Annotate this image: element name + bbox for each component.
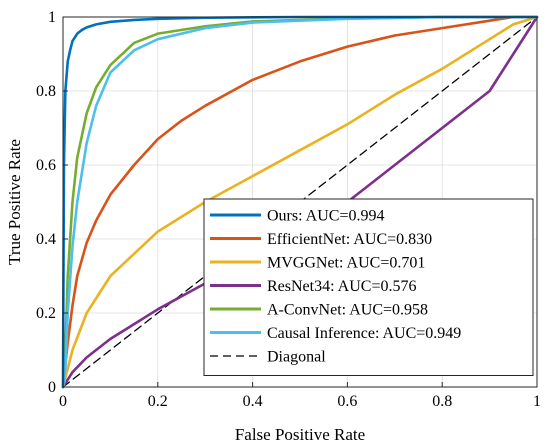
axis-ticks: 0 0.2 0.4 0.6 0.8 1 0 0.2 0.4 0.6 0.8 1 xyxy=(36,9,541,410)
legend: Ours: AUC=0.994 EfficientNet: AUC=0.830 MV… xyxy=(203,198,534,376)
x-tick-label: 0.6 xyxy=(337,393,357,410)
legend-box xyxy=(203,198,534,376)
y-axis-label: True Positive Rate xyxy=(5,139,24,265)
y-tick-label: 0.4 xyxy=(36,231,56,248)
legend-entry: EfficientNet: AUC=0.830 xyxy=(267,231,432,248)
x-tick-label: 0.2 xyxy=(148,393,168,410)
legend-entry: MVGGNet: AUC=0.701 xyxy=(267,255,425,272)
legend-entry: ResNet34: AUC=0.576 xyxy=(267,278,416,295)
legend-entry: Diagonal xyxy=(267,349,326,366)
legend-entry: A-ConvNet: AUC=0.958 xyxy=(267,302,428,319)
legend-entry: Causal Inference: AUC=0.949 xyxy=(267,325,461,342)
y-tick-label: 0.6 xyxy=(36,157,56,174)
y-tick-label: 0.2 xyxy=(36,305,56,322)
y-tick-label: 0 xyxy=(48,379,56,396)
y-tick-label: 0.8 xyxy=(36,83,56,100)
series-line-causal-inference xyxy=(61,15,539,389)
x-axis-label: False Positive Rate xyxy=(235,425,365,444)
x-tick-label: 0.4 xyxy=(243,393,263,410)
x-tick-label: 1 xyxy=(533,393,541,410)
series-line-mvggnet xyxy=(61,15,539,389)
series-line-efficientnet xyxy=(61,15,539,389)
x-tick-label: 0 xyxy=(59,393,67,410)
x-tick-label: 0.8 xyxy=(432,393,452,410)
legend-entry: Ours: AUC=0.994 xyxy=(267,208,384,225)
plot-frame xyxy=(62,16,538,388)
y-tick-label: 1 xyxy=(48,9,56,26)
